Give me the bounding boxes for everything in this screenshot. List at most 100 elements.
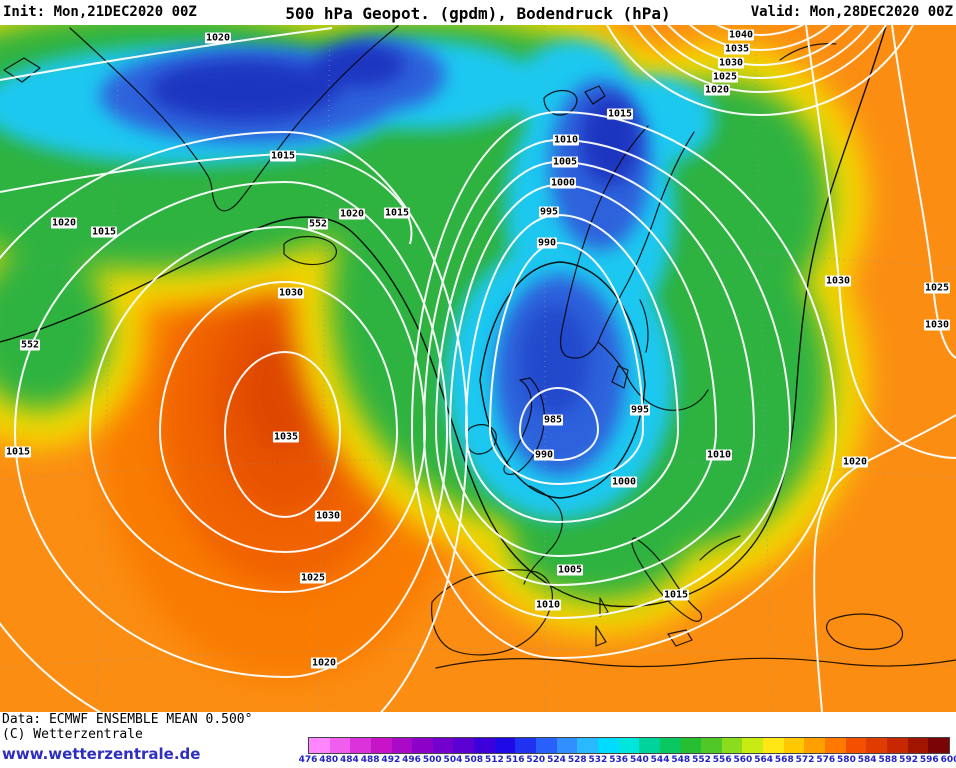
colorbar-tick: 512 — [484, 755, 504, 765]
colorbar-tick: 524 — [547, 755, 566, 765]
colorbar-tick: 568 — [774, 755, 794, 765]
colorbar-tick: 496 — [402, 755, 421, 765]
colorbar-tick: 580 — [837, 755, 856, 765]
isobar-label: 995 — [629, 404, 651, 416]
isobar-label: 1015 — [4, 446, 32, 458]
colorbar-cell — [474, 738, 495, 753]
colorbar-cell — [453, 738, 475, 753]
colorbar-cell — [309, 738, 330, 753]
colorbar-tick: 596 — [919, 755, 939, 765]
isobar-label: 1035 — [272, 431, 300, 443]
colorbar-cell — [370, 738, 392, 753]
valid-time-label: Valid: Mon,28DEC2020 00Z — [750, 4, 953, 20]
colorbar-tick: 584 — [857, 755, 877, 765]
colorbar-cell — [659, 738, 681, 753]
isobar-label: 1030 — [824, 275, 852, 287]
geopotential-label: 552 — [19, 339, 41, 351]
colorbar-tick: 536 — [609, 755, 629, 765]
init-time-label: Init: Mon,21DEC2020 00Z — [3, 4, 197, 20]
colorbar-tick: 540 — [629, 755, 649, 765]
colorbar-tick: 592 — [899, 755, 918, 765]
colorbar-tick: 508 — [464, 755, 484, 765]
colorbar-cell — [432, 738, 454, 753]
colorbar-cell — [680, 738, 702, 753]
colorbar-tick: 576 — [816, 755, 836, 765]
colorbar-cell — [329, 738, 351, 753]
isobar-label: 1015 — [383, 207, 411, 219]
isobar-label: 1030 — [314, 510, 342, 522]
colorbar-tick: 500 — [422, 755, 442, 765]
colorbar-cell — [701, 738, 722, 753]
pressure-field — [0, 25, 956, 712]
colorbar-tick: 560 — [733, 755, 753, 765]
isobar-label: 1020 — [703, 84, 731, 96]
colorbar-tick: 572 — [795, 755, 815, 765]
colorbar-tick: 492 — [381, 755, 401, 765]
map-header: Init: Mon,21DEC2020 00Z 500 hPa Geopot. … — [0, 0, 956, 25]
colorbar-tick: 552 — [692, 755, 711, 765]
isobar-label: 1020 — [841, 456, 869, 468]
colorbar-tick: 476 — [298, 755, 318, 765]
colorbar-cell — [928, 738, 949, 753]
colorbar-tick: 488 — [360, 755, 380, 765]
colorbar-cell — [350, 738, 371, 753]
geopotential-label: 552 — [307, 218, 329, 230]
isobar-label: 1020 — [338, 208, 366, 220]
isobar-label: 1020 — [310, 657, 338, 669]
isobar-label: 1010 — [552, 134, 580, 146]
isobar-label: 1005 — [556, 564, 584, 576]
colorbar-cell — [515, 738, 537, 753]
colorbar — [308, 737, 950, 754]
isobar-label: 990 — [533, 449, 555, 461]
colorbar-cell — [618, 738, 640, 753]
colorbar-tick: 520 — [526, 755, 546, 765]
isobar-label: 1020 — [50, 217, 78, 229]
isobar-label: 985 — [542, 414, 564, 426]
colorbar-tick: 516 — [505, 755, 525, 765]
map-title: 500 hPa Geopot. (gpdm), Bodendruck (hPa) — [285, 4, 671, 23]
isobar-label: 1015 — [90, 226, 118, 238]
isobar-label: 1015 — [269, 150, 297, 162]
colorbar-cell — [825, 738, 846, 753]
geopotential-contours — [0, 25, 887, 608]
colorbar-tick: 480 — [319, 755, 339, 765]
colorbar-cell — [721, 738, 743, 753]
isobar-label: 1000 — [549, 177, 577, 189]
colorbar-cell — [597, 738, 619, 753]
isobar-label: 1030 — [277, 287, 305, 299]
colorbar-cell — [494, 738, 516, 753]
isobar-label: 1005 — [551, 156, 579, 168]
isobar-label: 1025 — [711, 71, 739, 83]
isobar-label: 1025 — [923, 282, 951, 294]
colorbar-cell — [763, 738, 784, 753]
weather-map — [0, 25, 956, 712]
colorbar-cell — [556, 738, 578, 753]
colorbar-cell — [577, 738, 598, 753]
colorbar-tick: 600 — [940, 755, 956, 765]
colorbar-tick: 484 — [340, 755, 359, 765]
isobar-label: 990 — [536, 237, 558, 249]
isobar-label: 1030 — [923, 319, 951, 331]
colorbar-ticks: 476 480 484 488 492 496 500 504 508 512 516 520 524 5… — [299, 755, 956, 767]
colorbar-cell — [886, 738, 908, 753]
colorbar-tick: 588 — [878, 755, 898, 765]
isobar-label: 995 — [538, 206, 560, 218]
colorbar-cell — [639, 738, 660, 753]
isobar-label: 1015 — [662, 589, 690, 601]
isobar-label: 1025 — [299, 572, 327, 584]
colorbar-cell — [536, 738, 557, 753]
isobar-label: 1010 — [705, 449, 733, 461]
colorbar-cell — [412, 738, 433, 753]
colorbar-tick: 532 — [588, 755, 608, 765]
colorbar-cell — [391, 738, 413, 753]
colorbar-tick: 548 — [671, 755, 691, 765]
isobar-label: 1035 — [723, 43, 751, 55]
colorbar-cell — [845, 738, 867, 753]
colorbar-tick: 556 — [712, 755, 732, 765]
colorbar-cell — [866, 738, 887, 753]
colorbar-tick: 544 — [650, 755, 670, 765]
colorbar-cell — [907, 738, 929, 753]
isobar-label: 1040 — [727, 29, 755, 41]
colorbar-tick: 564 — [754, 755, 774, 765]
isobar-label: 1015 — [606, 108, 634, 120]
